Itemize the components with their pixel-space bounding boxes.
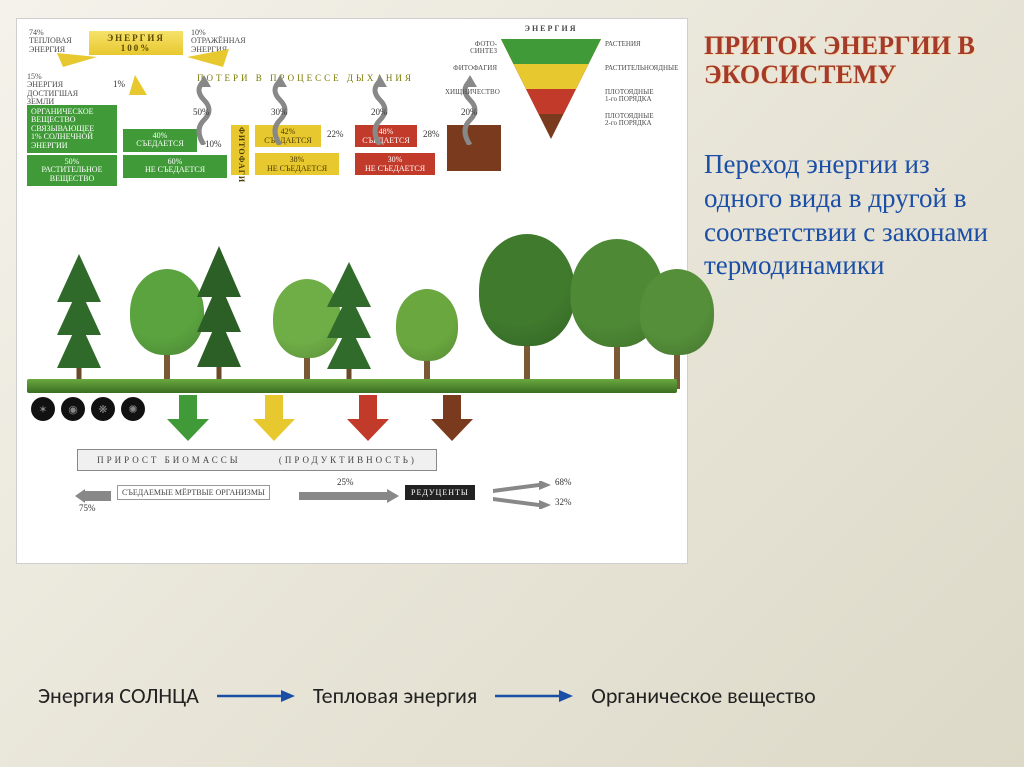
slide: 74% ТЕПЛОВАЯ ЭНЕРГИЯ ЭНЕРГИЯ 100% 10% ОТ… bbox=[0, 0, 1024, 767]
forest-strip bbox=[27, 229, 677, 389]
plant50-box: 50% РАСТИТЕЛЬНОЕ ВЕЩЕСТВО bbox=[27, 155, 117, 186]
down-arrow-icon bbox=[253, 395, 295, 441]
conifer-tree bbox=[57, 239, 101, 389]
label-15pct: 15% ЭНЕРГИЯ ДОСТИГШАЯ ЗЕМЛИ bbox=[27, 73, 91, 107]
eaten40-box: 40% СЪЕДАЕТСЯ bbox=[123, 129, 197, 152]
flow-a: Энергия СОЛНЦА bbox=[38, 682, 199, 709]
down-arrow-icon bbox=[431, 395, 473, 441]
pyramid-left-label: ФОТО- СИНТЕЗ bbox=[445, 41, 497, 56]
pyramid-header: ЭНЕРГИЯ bbox=[519, 25, 583, 33]
organic-box: ОРГАНИЧЕСКОЕ ВЕЩЕСТВО СВЯЗЫВАЮЩЕЕ 1% СОЛ… bbox=[27, 105, 117, 153]
reducers-box: РЕДУЦЕНТЫ bbox=[405, 485, 475, 500]
ground-strip bbox=[27, 379, 677, 393]
conifer-tree bbox=[327, 249, 371, 389]
slide-description: Переход энергии из одного вида в другой … bbox=[704, 148, 1004, 283]
pct-1: 1% bbox=[113, 79, 125, 89]
sun-line1: ЭНЕРГИЯ bbox=[107, 33, 165, 43]
broadleaf-tree bbox=[587, 239, 647, 389]
pct-68: 68% bbox=[555, 477, 572, 487]
pct-32: 32% bbox=[555, 497, 572, 507]
loss-pct-1: 50% bbox=[193, 107, 210, 117]
noteaten60-box: 60% НЕ СЪЕДАЕТСЯ bbox=[123, 155, 227, 178]
soil-icon: ◉ bbox=[61, 397, 85, 421]
broadleaf-tree bbox=[647, 269, 707, 389]
broadleaf-tree bbox=[397, 289, 457, 389]
arrow-right-icon bbox=[299, 489, 399, 503]
flow-c: Органическое вещество bbox=[591, 682, 816, 709]
biomass-bar: ПРИРОСТ БИОМАССЫ (ПРОДУКТИВНОСТЬ) bbox=[77, 449, 437, 471]
pct-25: 25% bbox=[337, 477, 354, 487]
biomass-left: ПРИРОСТ БИОМАССЫ bbox=[97, 455, 241, 465]
arrow-right-icon bbox=[495, 687, 573, 705]
pyramid-right-label: ПЛОТОЯДНЫЕ 2-го ПОРЯДКА bbox=[605, 113, 679, 128]
arrow-left-icon bbox=[75, 489, 111, 503]
loss-pct-4: 20% bbox=[461, 107, 478, 117]
arrow-right-icon bbox=[217, 687, 295, 705]
pass-28: 28% bbox=[423, 129, 440, 139]
broadleaf-tree bbox=[137, 269, 197, 389]
soil-icon: ✺ bbox=[121, 397, 145, 421]
phytophagi-box: ФИТОФАГИ bbox=[231, 125, 249, 175]
pct-75: 75% bbox=[79, 503, 96, 513]
pyramid-right-label: РАСТЕНИЯ bbox=[605, 41, 679, 48]
pyramid-left-label: ФИТОФАГИЯ bbox=[445, 65, 497, 72]
biomass-right: (ПРОДУКТИВНОСТЬ) bbox=[279, 455, 417, 465]
pct-50: 50% bbox=[125, 113, 142, 123]
arrow-split-icon bbox=[493, 481, 553, 509]
dead-organisms-box: СЪЕДАЕМЫЕ МЁРТВЫЕ ОРГАНИЗМЫ bbox=[117, 485, 270, 500]
soil-icon: ✶ bbox=[31, 397, 55, 421]
ecosystem-diagram: 74% ТЕПЛОВАЯ ЭНЕРГИЯ ЭНЕРГИЯ 100% 10% ОТ… bbox=[16, 18, 688, 564]
down-arrow-icon bbox=[347, 395, 389, 441]
dead-flow: 75% СЪЕДАЕМЫЕ МЁРТВЫЕ ОРГАНИЗМЫ 25% РЕДУ… bbox=[75, 481, 635, 509]
y-not38: 38% НЕ СЪЕДАЕТСЯ bbox=[255, 153, 339, 175]
energy-pyramid: ЭНЕРГИЯ РАСТЕНИЯФОТО- СИНТЕЗРАСТИТЕЛЬНОЯ… bbox=[501, 25, 681, 143]
loss-pct-2: 30% bbox=[271, 107, 288, 117]
slide-title: ПРИТОК ЭНЕРГИИ В ЭКОСИСТЕМУ bbox=[704, 32, 1004, 89]
loss-pct-3: 20% bbox=[371, 107, 388, 117]
pyramid-left-label: ХИЩНИЧЕСТВО bbox=[445, 89, 497, 96]
bottom-flow: Энергия СОЛНЦА Тепловая энергия Органиче… bbox=[38, 682, 986, 709]
down-arrow-icon bbox=[167, 395, 209, 441]
flow-b: Тепловая энергия bbox=[313, 682, 477, 709]
r-not30: 30% НЕ СЪЕДАЕТСЯ bbox=[355, 153, 435, 175]
soil-icon: ❋ bbox=[91, 397, 115, 421]
pyramid-right-label: РАСТИТЕЛЬНОЯДНЫЕ bbox=[605, 65, 679, 72]
pyramid-icon bbox=[501, 39, 601, 139]
broadleaf-tree bbox=[497, 234, 557, 389]
pass-22: 22% bbox=[327, 129, 344, 139]
soil-icons: ✶ ◉ ❋ ✺ bbox=[31, 397, 145, 421]
pyramid-right-label: ПЛОТОЯДНЫЕ 1-го ПОРЯДКА bbox=[605, 89, 679, 104]
conifer-tree bbox=[197, 229, 241, 389]
